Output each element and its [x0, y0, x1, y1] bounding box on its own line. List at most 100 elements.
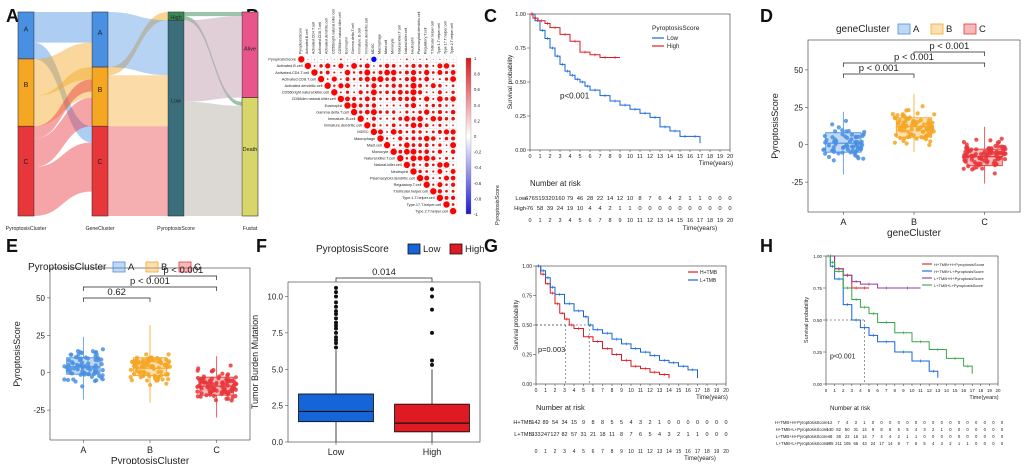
heatmap-circle: [378, 110, 383, 114]
risk-cell: 1: [966, 441, 969, 446]
box-jitter-point: [222, 386, 227, 391]
heatmap-circle: [339, 91, 342, 94]
risk-xtick-label: 13: [657, 449, 663, 455]
risk-cell: 19: [567, 206, 573, 212]
risk-cell: 4: [846, 420, 849, 425]
heatmap-col-label: Activated.CD4.T.cell: [312, 22, 316, 54]
box-legend-key: [112, 261, 126, 273]
risk-ylabel: PyroptosisScore: [495, 185, 501, 225]
km-pvalue: p<0.001: [830, 353, 856, 360]
box-jitter-point: [962, 154, 967, 159]
box-outlier: [334, 312, 338, 316]
risk-cell: 0: [698, 206, 701, 212]
km-legend-label: L+TMB: [700, 278, 717, 284]
heatmap-circle: [358, 70, 363, 75]
km-xtick-label: 12: [647, 154, 653, 160]
heatmap-circle: [444, 195, 449, 200]
sankey-node-label: A: [98, 30, 103, 37]
risk-cell: 0: [992, 427, 995, 432]
box-jitter-point: [921, 122, 927, 127]
heatmap-circle: [425, 104, 429, 107]
heatmap-circle: [423, 155, 430, 162]
risk-cell: 17: [879, 441, 884, 446]
risk-cell: 1: [658, 420, 661, 426]
risk-cell: 0: [984, 427, 987, 432]
box-xlabel: geneCluster: [887, 228, 942, 239]
box-legend-key: [897, 23, 911, 35]
box-jitter-point: [978, 152, 984, 157]
km-xtick-label: 14: [667, 154, 673, 160]
heatmap-circle: [333, 58, 335, 60]
risk-cell: 31: [853, 427, 858, 432]
risk-cell: 4: [629, 420, 632, 426]
km-xtick-label: 5: [868, 388, 871, 393]
risk-cell: 105: [844, 441, 852, 446]
heatmap-circle: [451, 203, 455, 206]
risk-xtick-label: 10: [628, 449, 634, 455]
heatmap-circle: [390, 129, 397, 135]
risk-cell: 18: [599, 432, 605, 438]
heatmap-col-label: Natural.killer.T.cell: [397, 25, 401, 54]
risk-xtick-label: 15: [676, 449, 682, 455]
box-jitter-point: [823, 151, 828, 156]
box-jitter-point: [137, 369, 143, 374]
risk-cell: 10: [577, 206, 583, 212]
box-jitter-point: [845, 135, 850, 140]
heatmap-circle: [404, 115, 410, 122]
km-xtick-label: 20: [995, 388, 1001, 393]
sankey-node-label: High: [170, 15, 181, 21]
risk-cell: 5: [898, 427, 901, 432]
heatmap-circle: [353, 58, 355, 60]
km-xtick-label: 11: [918, 388, 923, 393]
heatmap-circle: [444, 116, 449, 121]
risk-cell: 14: [862, 434, 867, 439]
risk-cell: 1: [863, 420, 866, 425]
heatmap-circle: [437, 96, 443, 102]
km-score-panel: 0.000.250.500.751.000 1 2 3 4 5 6 7 8 9 10 11 12 13 14…: [495, 12, 733, 232]
box-ytick-label: 0.0: [272, 438, 284, 447]
heatmap-circle: [437, 110, 442, 115]
box-legend-label: High: [465, 244, 485, 255]
km-ytick-label: 0.00: [522, 382, 532, 388]
heatmap-circle: [424, 149, 430, 155]
box-jitter-point: [915, 119, 920, 125]
heatmap-col-label: Plasmacytoid.dendritic.cell: [417, 11, 421, 54]
risk-cell: 22: [845, 434, 850, 439]
risk-xlabel: Time(years): [684, 456, 716, 462]
box-jitter-point: [927, 121, 933, 126]
heatmap-circle: [353, 91, 356, 94]
box-jitter-point: [213, 382, 218, 387]
heatmap-circle: [451, 136, 456, 141]
heatmap-circle: [364, 96, 370, 102]
box-jitter-point: [164, 381, 169, 386]
risk-xtick-label: 18: [707, 218, 713, 224]
risk-xtick-label: 4: [568, 218, 571, 224]
heatmap-circle: [450, 168, 456, 175]
risk-cell: 0: [975, 427, 978, 432]
heatmap-circle: [379, 104, 382, 107]
sankey-node-label: Alive: [244, 47, 256, 53]
risk-cell: 2: [677, 432, 680, 438]
box-jitter-point: [895, 113, 900, 118]
heatmap-row-label: T.follicular.helper.cell: [393, 190, 428, 194]
heatmap-circle: [443, 129, 450, 135]
panel-letter-g: G: [484, 236, 498, 256]
box-jitter-point: [199, 377, 205, 382]
heatmap-col-label: Neutrophil: [411, 37, 415, 54]
heatmap-row-label: MDSC: [357, 130, 368, 134]
km-xtick-label: 15: [677, 154, 683, 160]
box-jitter-point: [962, 157, 967, 162]
box-category-label: C: [213, 445, 220, 455]
km-xlabel: Time(years): [696, 395, 728, 401]
risk-cell: 0: [932, 434, 935, 439]
heatmap-circle: [371, 76, 377, 82]
heatmap-circle: [437, 168, 443, 175]
km-legend-label: H+TMB+H+PyroptosisScore: [934, 262, 985, 267]
risk-cell: 21: [590, 432, 596, 438]
km-curve-high: [530, 13, 620, 59]
heatmap-circle: [366, 117, 369, 120]
heatmap-circle: [438, 123, 442, 127]
heatmap-circle: [437, 129, 442, 134]
box-legend-label: C: [979, 24, 986, 35]
sankey-flow: [34, 142, 92, 216]
